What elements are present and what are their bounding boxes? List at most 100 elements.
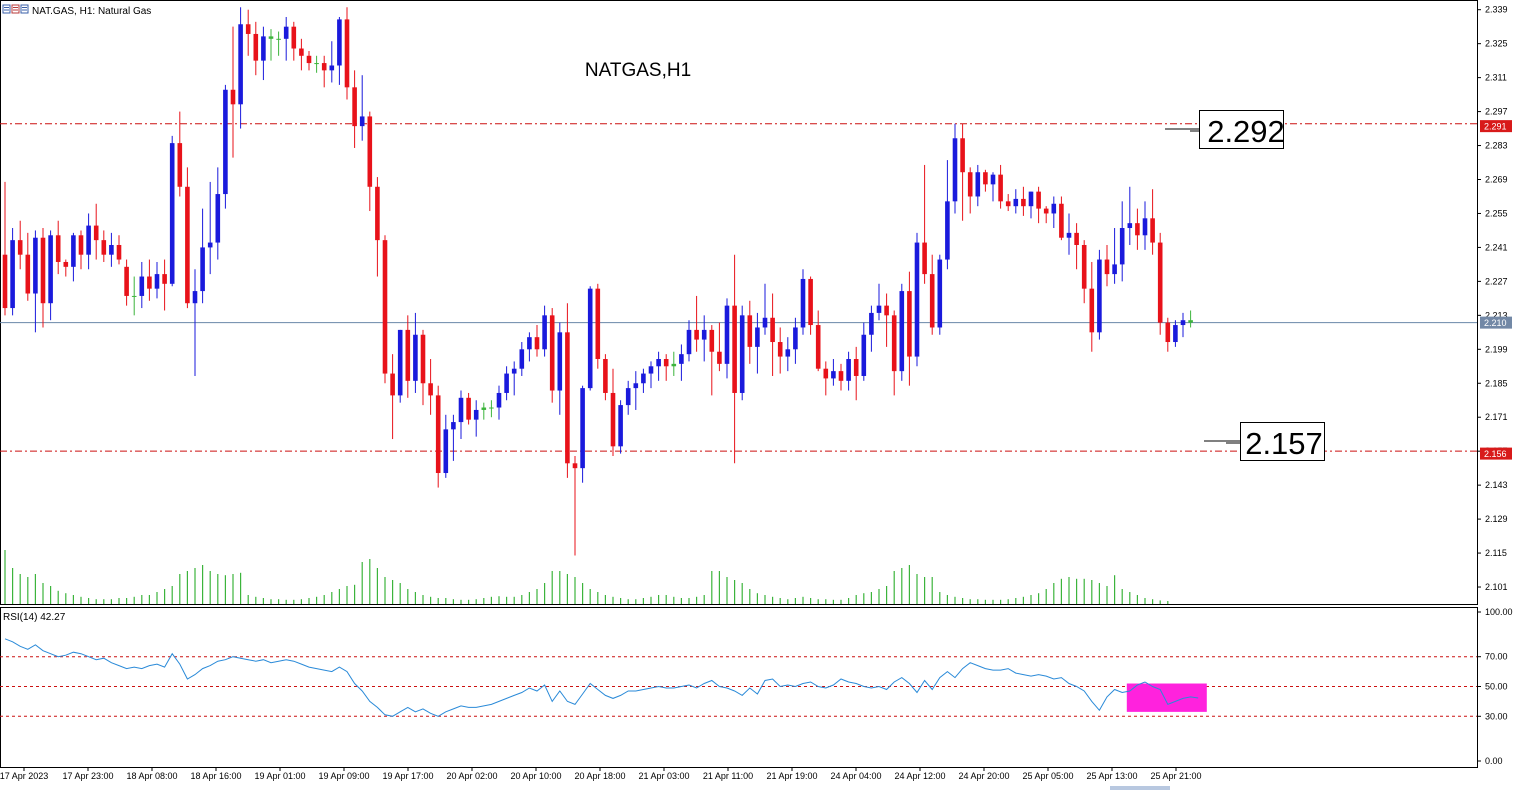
candle-body: [200, 247, 205, 292]
candle: [428, 359, 433, 415]
candle: [983, 169, 988, 192]
candle-body: [823, 368, 829, 379]
candle: [557, 322, 563, 415]
candle-body: [1066, 232, 1072, 238]
candle: [967, 167, 973, 214]
candle-body: [1089, 288, 1095, 333]
candle: [443, 414, 449, 478]
candle-body: [1059, 203, 1064, 238]
candle: [1036, 186, 1041, 224]
candle-body: [998, 174, 1003, 202]
candle: [686, 320, 692, 362]
candle-body: [329, 65, 335, 71]
candle-body: [382, 240, 388, 374]
candle-body: [967, 172, 973, 197]
candle: [185, 167, 190, 309]
rsi-line: [4, 638, 1199, 717]
candle: [1074, 223, 1079, 270]
candle: [413, 312, 418, 393]
candle-body: [914, 242, 920, 357]
candle-body: [451, 422, 456, 430]
time-tick-label: 20 Apr 10:00: [510, 771, 561, 781]
candle: [1021, 186, 1026, 216]
candle-body: [671, 363, 677, 367]
candle-body: [755, 327, 760, 347]
candle-body: [694, 329, 699, 340]
candle-body: [952, 138, 958, 202]
time-tick-label: 19 Apr 17:00: [382, 771, 433, 781]
time-tick-label: 18 Apr 16:00: [190, 771, 241, 781]
candle-body: [777, 342, 783, 357]
candle-body: [618, 405, 623, 447]
resistance-callout-box[interactable]: [1199, 110, 1284, 149]
candle: [747, 300, 753, 364]
candle: [169, 135, 175, 287]
candle: [1127, 186, 1133, 245]
candle-body: [116, 244, 122, 260]
candle-body: [793, 327, 798, 350]
price-tick-label: 2.213: [1485, 310, 1508, 320]
candle-body: [929, 274, 935, 328]
candle-body: [109, 244, 114, 255]
candle: [519, 342, 525, 376]
candle: [869, 305, 874, 352]
candle-body: [71, 235, 76, 267]
price-tick-label: 2.171: [1485, 412, 1508, 422]
candle: [25, 232, 31, 301]
candle: [314, 55, 319, 73]
candle-body: [397, 329, 403, 396]
candle: [671, 351, 677, 376]
price-tick-label: 2.129: [1485, 514, 1508, 524]
rsi-tick-label: 70.00: [1485, 652, 1508, 662]
candle-body: [40, 237, 46, 304]
candle-body: [1097, 259, 1102, 333]
candle: [1005, 194, 1011, 212]
candle-body: [1013, 198, 1019, 207]
candle: [1097, 249, 1102, 340]
candle-body: [534, 337, 540, 350]
candle-body: [899, 291, 905, 372]
time-tick-label: 19 Apr 09:00: [318, 771, 369, 781]
rsi-label: RSI(14) 42.27: [3, 612, 66, 623]
candle: [93, 203, 99, 260]
candle-body: [185, 186, 190, 304]
candle-body: [55, 235, 61, 262]
time-tick-label: 24 Apr 12:00: [894, 771, 945, 781]
support-callout-box[interactable]: [1240, 422, 1325, 461]
candle: [10, 228, 15, 316]
candle-body: [314, 63, 319, 65]
candle: [572, 456, 578, 556]
candle: [17, 220, 23, 270]
price-tick-label: 2.185: [1485, 378, 1508, 388]
candle-body: [739, 315, 745, 393]
candle: [71, 232, 76, 282]
candle-body: [33, 237, 38, 294]
candle: [739, 305, 745, 401]
candle-body: [762, 317, 768, 328]
candle: [770, 293, 775, 376]
symbol-title: NAT.GAS, H1: Natural Gas: [32, 6, 151, 17]
candle: [481, 402, 487, 420]
scroll-marker: [1110, 786, 1170, 790]
candle-body: [846, 359, 851, 381]
candle: [101, 230, 107, 262]
time-tick-label: 21 Apr 19:00: [766, 771, 817, 781]
candle: [223, 84, 228, 209]
candle-body: [496, 392, 502, 408]
candle-body: [147, 276, 152, 289]
candle-body: [413, 334, 418, 381]
candle: [504, 366, 509, 401]
candle-body: [359, 116, 365, 127]
candle: [55, 220, 61, 275]
candle-body: [572, 463, 578, 469]
window-icon[interactable]: [2, 4, 29, 14]
candle-body: [443, 429, 449, 474]
candle-body: [1005, 201, 1011, 207]
candle: [876, 283, 882, 321]
candle: [329, 41, 335, 83]
candle-body: [25, 254, 31, 294]
candle: [109, 232, 114, 267]
candle: [755, 312, 760, 374]
candle: [1112, 228, 1117, 284]
